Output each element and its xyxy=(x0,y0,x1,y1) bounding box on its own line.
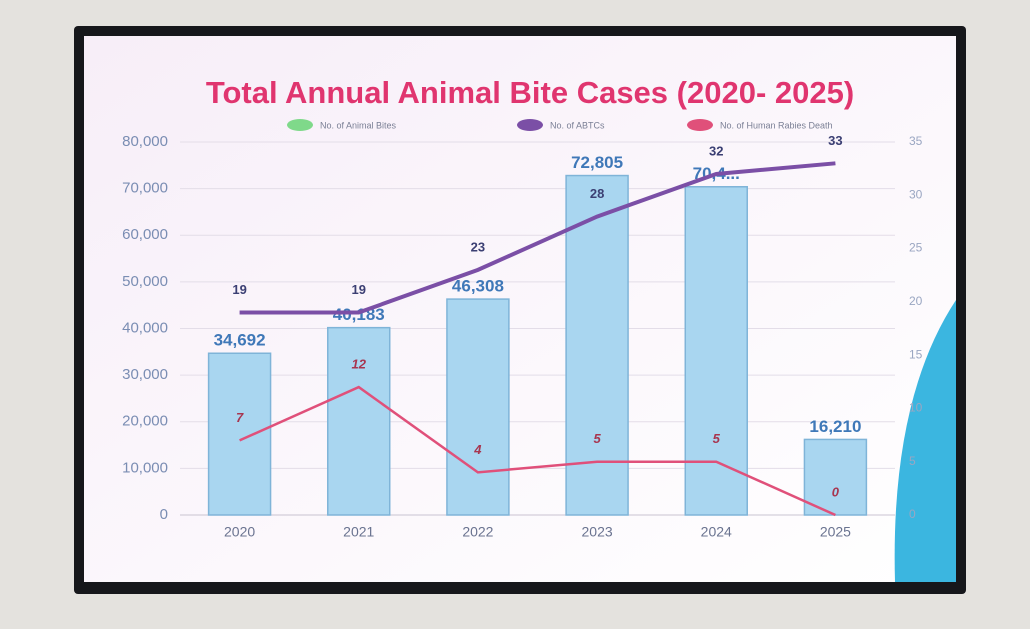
bar xyxy=(207,352,272,516)
y-tick-label: 40,000 xyxy=(122,319,168,336)
line xyxy=(239,161,836,315)
legend-label: No. of Human Rabies Death xyxy=(720,120,833,130)
y2-tick-label: 5 xyxy=(909,454,916,468)
legend-marker xyxy=(287,119,313,131)
y2-tick-label: 30 xyxy=(909,187,923,201)
y-tick-label: 0 xyxy=(160,506,168,523)
y2-tick-label: 35 xyxy=(909,134,923,148)
x-tick-label: 2022 xyxy=(462,524,493,540)
y2-tick-label: 25 xyxy=(909,241,923,255)
y-tick-label: 80,000 xyxy=(122,133,168,150)
y2-tick-label: 15 xyxy=(909,347,923,361)
bar-value-label: 34,692 xyxy=(214,331,266,350)
x-tick-label: 2023 xyxy=(582,524,613,540)
line-value-label: 12 xyxy=(352,357,367,372)
line-value-label: 33 xyxy=(828,133,842,148)
line-value-label: 19 xyxy=(232,282,246,297)
line-value-label: 5 xyxy=(713,431,721,446)
bar xyxy=(803,438,868,516)
y-tick-label: 50,000 xyxy=(122,273,168,290)
y-tick-label: 60,000 xyxy=(122,226,168,243)
bar xyxy=(684,186,748,516)
legend-label: No. of Animal Bites xyxy=(320,120,397,130)
line-value-label: 7 xyxy=(236,410,244,425)
y-tick-label: 20,000 xyxy=(122,413,168,430)
bar xyxy=(565,174,629,516)
x-tick-label: 2025 xyxy=(820,524,851,540)
y-tick-label: 70,000 xyxy=(122,180,168,197)
line-value-label: 0 xyxy=(832,484,840,499)
legend-label: No. of ABTCs xyxy=(550,120,605,130)
x-tick-label: 2021 xyxy=(343,524,374,540)
y-tick-label: 30,000 xyxy=(122,366,168,383)
x-tick-label: 2024 xyxy=(701,524,732,540)
y2-tick-label: 10 xyxy=(909,401,923,415)
line-value-label: 28 xyxy=(590,186,604,201)
line-value-label: 4 xyxy=(473,442,482,457)
y2-tick-label: 20 xyxy=(909,294,923,308)
line xyxy=(239,385,836,517)
bar-value-label: 16,210 xyxy=(809,417,861,436)
line-value-label: 5 xyxy=(593,431,601,446)
bar xyxy=(446,298,510,516)
screen-decoration xyxy=(894,300,956,582)
y2-tick-label: 0 xyxy=(909,507,916,521)
line-value-label: 32 xyxy=(709,143,723,158)
line-value-label: 23 xyxy=(471,239,485,254)
line-value-label: 19 xyxy=(352,282,366,297)
chart-title: Total Annual Animal Bite Cases (2020- 20… xyxy=(206,75,854,110)
bar-value-label: 72,805 xyxy=(571,153,623,172)
bar-value-label: 46,308 xyxy=(452,277,504,296)
legend-marker xyxy=(687,119,713,131)
legend-marker xyxy=(517,119,543,131)
x-tick-label: 2020 xyxy=(224,524,255,540)
bar xyxy=(327,326,391,516)
y-tick-label: 10,000 xyxy=(122,459,168,476)
